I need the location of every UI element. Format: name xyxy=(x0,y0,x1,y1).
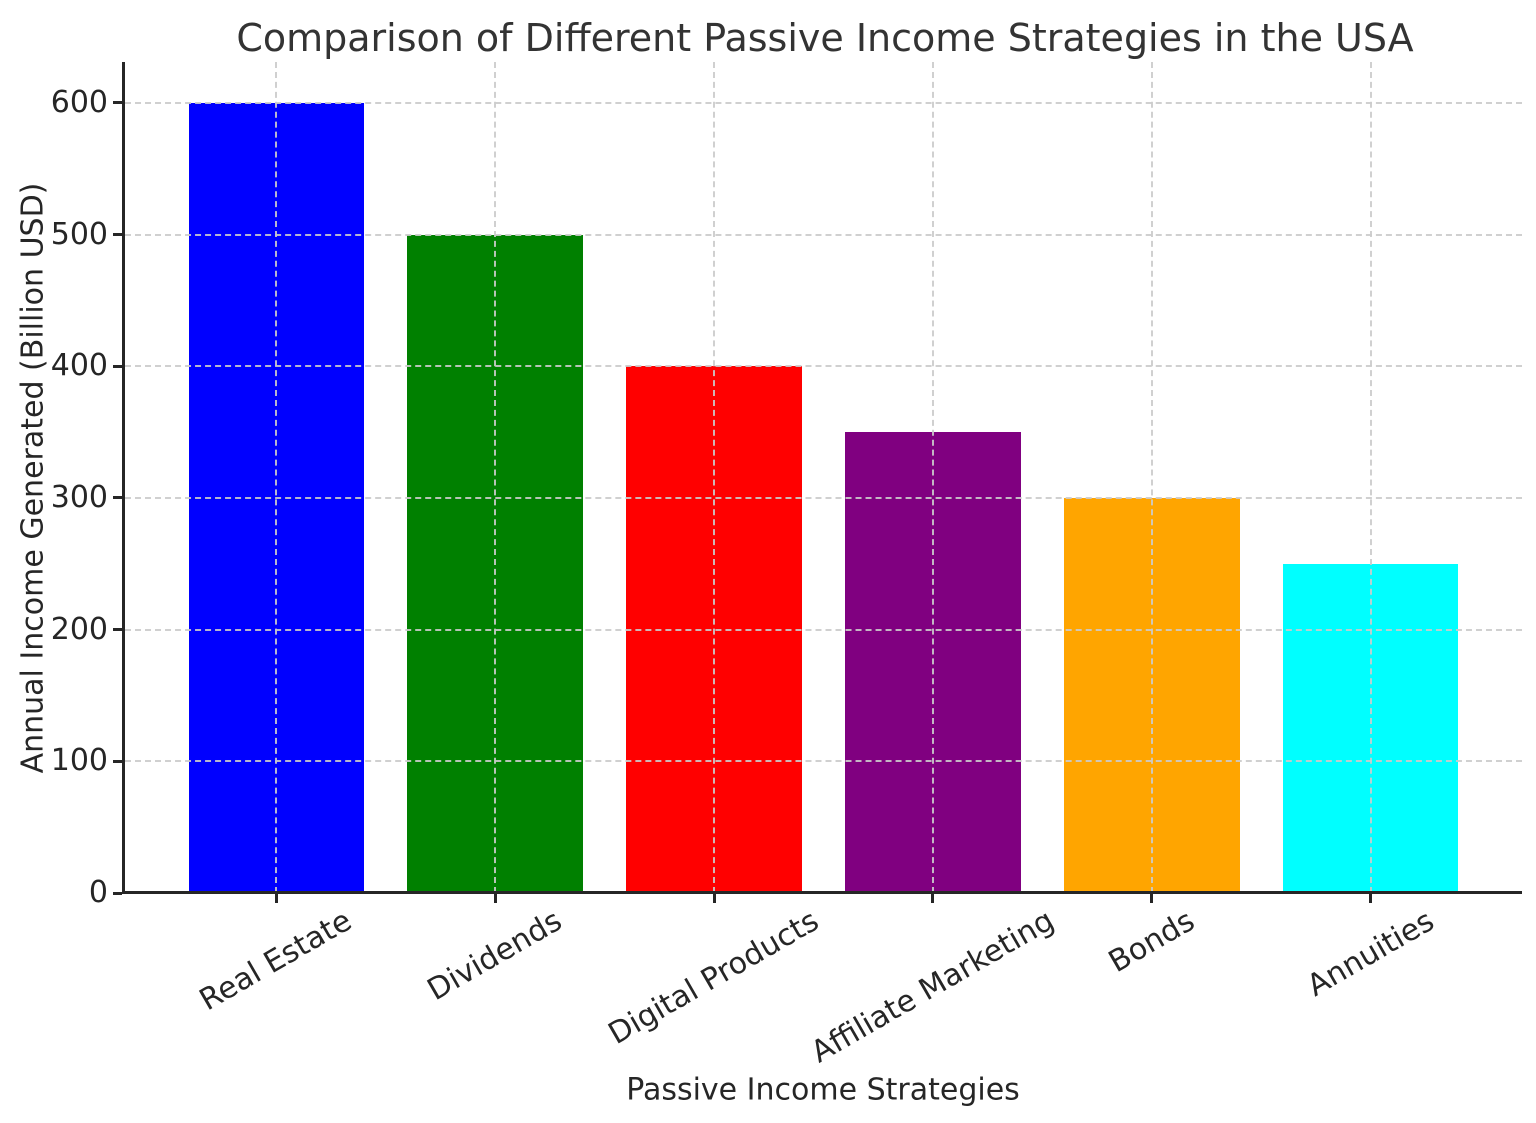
y-tick-mark-200 xyxy=(113,628,122,632)
y-tick-label-500: 500 xyxy=(50,216,108,252)
y-tick-label-600: 600 xyxy=(50,84,108,120)
gridline-x-affiliate-marketing xyxy=(931,62,934,893)
x-tick-mark-affiliate-marketing xyxy=(931,894,935,903)
gridline-y-600 xyxy=(125,101,1522,104)
y-tick-label-100: 100 xyxy=(50,743,108,779)
gridline-y-400 xyxy=(125,365,1522,368)
x-tick-label-bonds: Bonds xyxy=(1102,903,1201,980)
y-tick-label-300: 300 xyxy=(50,479,108,515)
x-tick-mark-dividends xyxy=(493,894,497,903)
gridline-x-dividends xyxy=(494,62,497,893)
y-tick-mark-100 xyxy=(113,759,122,763)
x-tick-label-digital-products: Digital Products xyxy=(602,902,825,1052)
gridline-y-300 xyxy=(125,496,1522,499)
y-axis-label: Annual Income Generated (Billion USD) xyxy=(15,182,51,774)
x-axis-label: Passive Income Strategies xyxy=(626,1072,1020,1108)
gridline-y-200 xyxy=(125,628,1522,631)
plot-area xyxy=(125,62,1522,893)
gridline-x-bonds xyxy=(1150,62,1153,893)
gridline-y-100 xyxy=(125,760,1522,763)
x-tick-label-affiliate-marketing: Affiliate Marketing xyxy=(805,903,1061,1071)
y-tick-label-200: 200 xyxy=(50,611,108,647)
y-tick-mark-300 xyxy=(113,496,122,500)
y-tick-mark-400 xyxy=(113,364,122,368)
y-tick-label-0: 0 xyxy=(88,875,108,910)
chart-title: Comparison of Different Passive Income S… xyxy=(236,16,1414,60)
x-tick-label-real-estate: Real Estate xyxy=(193,902,358,1018)
x-tick-mark-annuities xyxy=(1369,894,1373,903)
x-tick-label-annuities: Annuities xyxy=(1301,902,1441,1004)
y-axis-spine xyxy=(122,62,125,894)
y-tick-label-400: 400 xyxy=(50,348,108,384)
gridline-x-real-estate xyxy=(275,62,278,893)
y-tick-mark-0 xyxy=(113,891,122,895)
x-axis-spine xyxy=(122,891,1522,894)
x-tick-label-dividends: Dividends xyxy=(421,903,568,1008)
gridline-y-500 xyxy=(125,233,1522,236)
gridline-x-annuities xyxy=(1369,62,1372,893)
x-tick-mark-bonds xyxy=(1150,894,1154,903)
gridline-x-digital-products xyxy=(713,62,716,893)
y-tick-mark-500 xyxy=(113,233,122,237)
x-tick-mark-real-estate xyxy=(274,894,278,903)
x-tick-mark-digital-products xyxy=(712,894,716,903)
y-tick-mark-600 xyxy=(113,101,122,105)
